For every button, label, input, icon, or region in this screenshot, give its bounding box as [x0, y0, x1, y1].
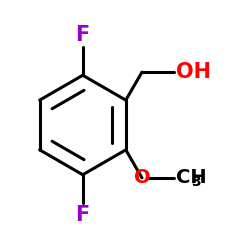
- Text: F: F: [76, 25, 90, 45]
- Text: F: F: [76, 205, 90, 225]
- Text: O: O: [134, 168, 150, 187]
- Text: 3: 3: [191, 175, 201, 189]
- Text: OH: OH: [176, 62, 211, 82]
- Text: CH: CH: [176, 168, 206, 187]
